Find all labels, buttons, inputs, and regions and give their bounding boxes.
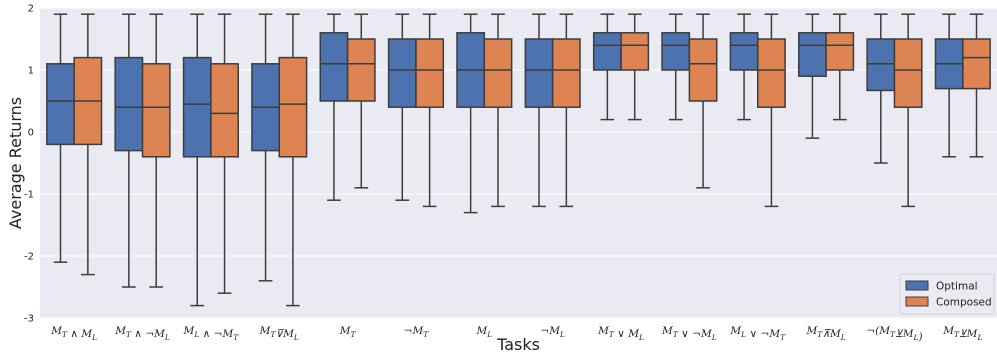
iqr-box <box>825 32 855 71</box>
y-tick-label: 1 <box>28 66 34 77</box>
box-composed-7 <box>551 13 581 208</box>
iqr-box <box>729 32 759 71</box>
x-tick-label: ¬ML <box>540 325 565 339</box>
box-composed-8 <box>620 13 650 121</box>
iqr-box <box>551 38 581 108</box>
y-axis-ticks: -3 -2 -1 0 1 2 <box>24 4 34 325</box>
iqr-box <box>46 63 75 146</box>
y-tick-label: -3 <box>24 314 34 325</box>
iqr-box <box>524 38 554 108</box>
x-tick-label: MT ∨ ¬ML <box>661 325 717 342</box>
iqr-box <box>114 56 144 152</box>
box-optimal-12 <box>866 13 896 164</box>
iqr-box <box>210 63 239 158</box>
x-tick-label: MT ∨ ML <box>597 325 644 342</box>
iqr-box <box>319 32 349 102</box>
iqr-box <box>893 38 923 108</box>
x-tick-label: ¬MT <box>404 325 430 339</box>
box-composed-12 <box>893 13 923 208</box>
legend-label-composed: Composed <box>936 297 992 309</box>
x-tick-label: MT <box>339 325 357 339</box>
box-composed-0 <box>73 13 103 276</box>
x-tick-label: MT⊽ML <box>259 325 299 342</box>
x-tick-label: ML ∨ ¬MT <box>729 325 786 342</box>
x-tick-label: MT ∧ ¬ML <box>114 325 170 342</box>
box-composed-2 <box>210 13 239 294</box>
iqr-box <box>415 38 445 108</box>
iqr-box <box>798 32 827 77</box>
box-optimal-4 <box>319 13 349 201</box>
legend-swatch-composed <box>905 296 929 307</box>
iqr-box <box>757 38 786 108</box>
y-tick-label: -2 <box>24 252 34 263</box>
x-tick-label: ¬(MT⊻ML) <box>866 325 922 343</box>
box-composed-4 <box>346 13 376 189</box>
box-composed-6 <box>483 13 513 208</box>
x-axis-title: Tasks <box>496 335 540 354</box>
y-tick-label: 0 <box>28 128 34 139</box>
iqr-box <box>620 32 650 71</box>
x-tick-label: MT⊼ML <box>806 325 846 342</box>
box-optimal-10 <box>729 13 759 121</box>
box-optimal-2 <box>182 13 212 307</box>
box-composed-1 <box>141 13 171 288</box>
iqr-box <box>866 38 896 92</box>
y-tick-label: -1 <box>24 190 34 201</box>
x-tick-label: MT ∧ ML <box>50 325 97 342</box>
box-composed-13 <box>962 13 991 158</box>
legend: Optimal Composed <box>899 273 995 315</box>
y-axis-title: Average Returns <box>6 97 25 229</box>
iqr-box <box>278 56 308 158</box>
box-optimal-3 <box>251 13 281 282</box>
box-optimal-8 <box>592 13 622 121</box>
y-tick-label: 2 <box>28 4 34 15</box>
iqr-box <box>387 38 417 108</box>
legend-swatch-optimal <box>905 280 929 291</box>
iqr-box <box>661 32 691 71</box>
box-composed-3 <box>278 13 308 307</box>
iqr-box <box>688 38 718 102</box>
x-tick-label: MT⊻ML <box>942 325 982 342</box>
box-composed-10 <box>757 13 786 208</box>
iqr-box <box>182 56 212 158</box>
x-tick-label: ML ∧ ¬MT <box>183 325 240 342</box>
legend-label-optimal: Optimal <box>936 281 978 293</box>
iqr-box <box>141 63 171 158</box>
box-composed-9 <box>688 13 718 189</box>
box-composed-5 <box>415 13 445 208</box>
box-series <box>46 13 991 307</box>
box-composed-11 <box>825 13 855 121</box>
iqr-box <box>483 38 513 108</box>
x-tick-label: ML <box>475 325 492 339</box>
box-optimal-7 <box>524 13 554 208</box>
box-optimal-1 <box>114 13 144 288</box>
iqr-box <box>962 38 991 90</box>
iqr-box <box>592 32 622 71</box>
iqr-box <box>346 38 376 102</box>
x-axis-ticks: MT ∧ ML MT ∧ ¬ML ML ∧ ¬MT MT⊽ML MT ¬MT ML ¬ML MT… <box>50 325 982 343</box>
